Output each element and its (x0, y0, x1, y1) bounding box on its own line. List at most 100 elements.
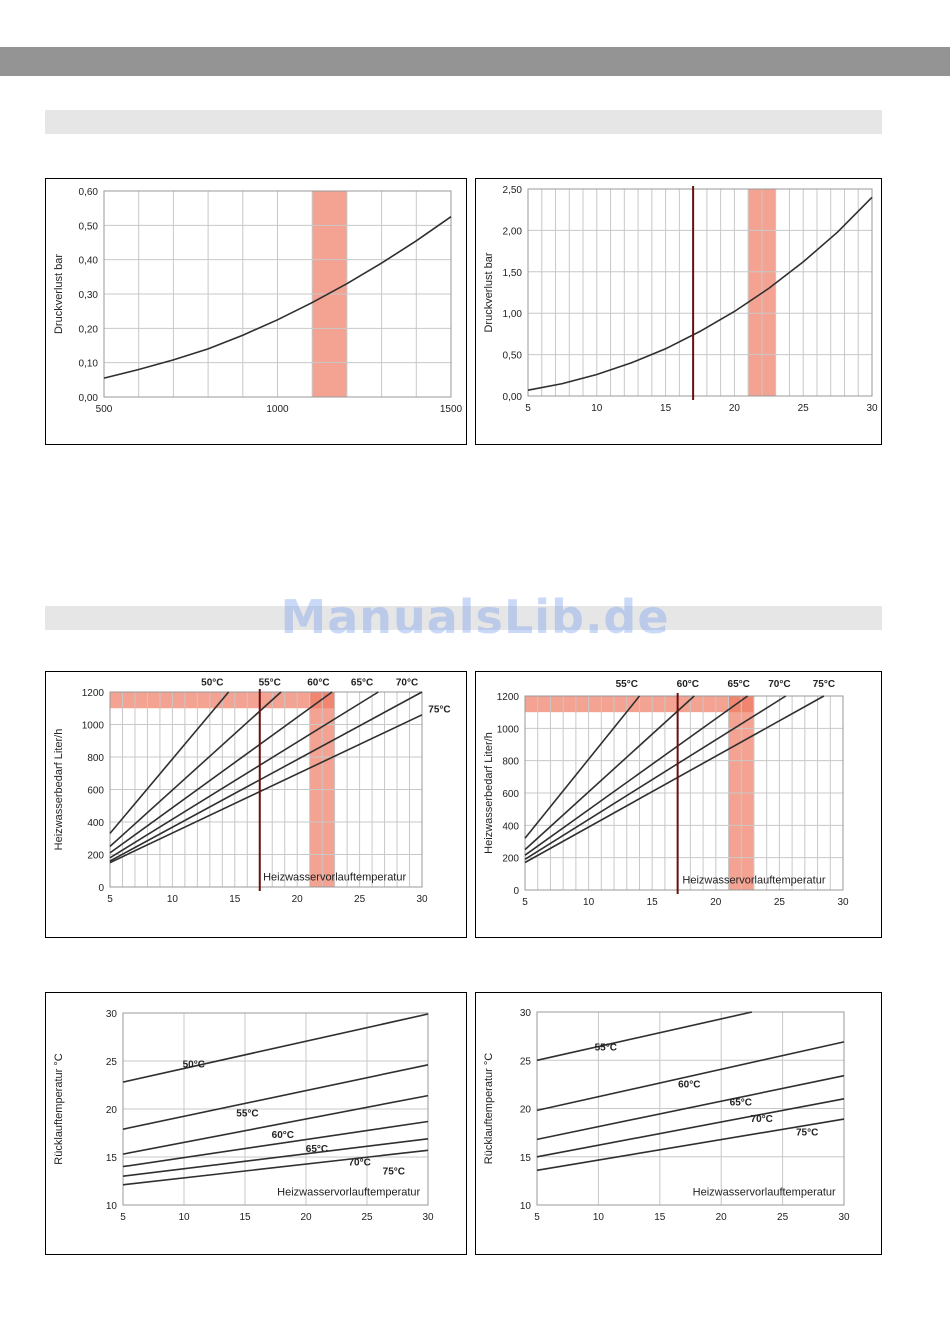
y-axis-label: Druckverlust bar (483, 252, 495, 332)
chart-panel-pressure-loss-flow: 500 1000 1500 0,00 0,10 0,20 0,30 0,40 0,50 0,60 D… (45, 178, 467, 445)
y-tick-label: 0,00 (79, 393, 99, 404)
section-band-top (45, 110, 882, 134)
x-axis-label: Heizwasservorlauftemperatur (682, 875, 825, 887)
y-axis-label: Druckverlust bar (53, 254, 65, 334)
x-tick-label: 30 (837, 897, 849, 908)
x-axis-label: Heizwasservorlauftemperatur (277, 1186, 420, 1198)
x-tick-label: 20 (716, 1212, 728, 1223)
x-tick-label: 1000 (266, 404, 289, 415)
series-line (122, 1120, 429, 1168)
series-label: 55°C (616, 679, 638, 690)
series-label: 50°C (201, 678, 223, 689)
y-tick-label: 0,00 (503, 392, 523, 403)
x-tick-label: 20 (292, 894, 304, 905)
x-tick-label: 15 (229, 894, 241, 905)
x-tick-label: 15 (239, 1212, 251, 1223)
chart-return-temperature-b: 5 10 15 20 25 301015202530Rücklauftemperatur … (483, 1008, 850, 1223)
y-tick-label: 1200 (497, 692, 520, 703)
plot-frame (527, 188, 873, 397)
y-tick-label: 0,60 (79, 187, 99, 198)
chart-pressure-loss-temperature: 5 10 15 20 25 30 0,00 0,50 1,00 1,50 2,00 2,50 Druck… (483, 185, 878, 414)
series-label: 70°C (768, 679, 790, 690)
x-tick-label: 5 (107, 894, 113, 905)
y-tick-label: 400 (87, 818, 104, 829)
series-label: 55°C (236, 1109, 258, 1120)
series-line (109, 691, 230, 834)
x-tick-label: 1500 (440, 404, 463, 415)
x-tick-label: 10 (167, 894, 179, 905)
y-tick-label: 25 (106, 1057, 118, 1068)
series-label: 55°C (595, 1043, 617, 1054)
x-tick-label: 20 (729, 403, 741, 414)
x-tick-label: 10 (583, 897, 595, 908)
series-line (524, 695, 749, 856)
series-label: 60°C (272, 1130, 294, 1141)
series-line (536, 1074, 845, 1141)
series-label: 70°C (349, 1158, 371, 1169)
y-tick-label: 200 (87, 851, 104, 862)
series-line (536, 1011, 753, 1062)
y-tick-label: 0,50 (503, 351, 523, 362)
x-tick-label: 5 (522, 897, 528, 908)
y-tick-label: 20 (520, 1105, 532, 1116)
chart-panel-return-temperature-a: 5 10 15 20 25 30 10 15 20 25 30 Rücklauftemperatur … (45, 992, 467, 1255)
x-tick-label: 10 (591, 403, 603, 414)
y-tick-label: 0,50 (79, 221, 99, 232)
x-tick-label: 25 (354, 894, 366, 905)
series-label: 50°C (183, 1060, 205, 1071)
x-tick-label: 15 (654, 1212, 666, 1223)
y-tick-label: 800 (87, 753, 104, 764)
y-tick-label: 30 (520, 1008, 532, 1019)
chart-panel-return-temperature-b: 5 10 15 20 25 30 10 15 20 25 30 Rücklauftemperatur … (475, 992, 882, 1255)
series-label: 60°C (677, 679, 699, 690)
y-tick-label: 0 (513, 886, 519, 897)
series-line (109, 691, 333, 854)
y-tick-label: 10 (106, 1201, 118, 1212)
x-tick-label: 10 (593, 1212, 605, 1223)
watermark: ManualsLib.de (280, 590, 670, 644)
series-line (536, 1118, 845, 1172)
series-label: 75°C (813, 679, 835, 690)
y-tick-label: 600 (502, 789, 519, 800)
series-label: 75°C (383, 1166, 405, 1177)
y-tick-label: 0,20 (79, 324, 99, 335)
x-tick-label: 30 (838, 1212, 850, 1223)
series-line (122, 1149, 429, 1186)
y-tick-label: 1,50 (503, 268, 523, 279)
y-axis-label: Heizwasserbedarf Liter/h (483, 732, 495, 854)
y-tick-label: 25 (520, 1056, 532, 1067)
series-line (109, 691, 379, 859)
chart-panel-water-demand-b: 5 10 15 20 25 30 0 200 400 600 800 1000 1200 Heizwass… (475, 671, 882, 938)
series-line (524, 695, 825, 864)
series-label: 70°C (396, 678, 418, 689)
series-line (536, 1041, 845, 1112)
series-label: 70°C (751, 1114, 773, 1125)
y-tick-label: 1200 (82, 688, 105, 699)
series-line (122, 1094, 429, 1155)
y-tick-label: 2,50 (503, 185, 523, 196)
x-tick-label: 5 (534, 1212, 540, 1223)
series-line (109, 714, 423, 864)
x-tick-label: 25 (774, 897, 786, 908)
x-axis-label: Heizwasservorlauftemperatur (693, 1186, 836, 1198)
plot-frame (122, 1012, 429, 1206)
y-tick-label: 200 (502, 854, 519, 865)
chart-pressure-loss-flow: 500 1000 1500 0,00 0,10 0,20 0,30 0,40 0,50 0,60 D… (53, 187, 463, 415)
header-bar (0, 47, 950, 76)
x-tick-label: 20 (710, 897, 722, 908)
series-line (536, 1098, 845, 1158)
x-tick-label: 30 (422, 1212, 434, 1223)
y-tick-label: 20 (106, 1105, 118, 1116)
series-line (524, 695, 787, 860)
y-tick-label: 600 (87, 786, 104, 797)
y-tick-label: 1,00 (503, 309, 523, 320)
series-line (122, 1138, 429, 1177)
y-tick-label: 0,10 (79, 359, 99, 370)
series-label: 65°C (351, 678, 373, 689)
chart-water-demand-a: 5 10 15 20 25 30 0 200 400 600 800 1000 1200 Heizwass… (53, 678, 451, 906)
x-tick-label: 30 (866, 403, 878, 414)
plot-frame (103, 190, 452, 398)
y-tick-label: 10 (520, 1201, 532, 1212)
y-tick-label: 400 (502, 821, 519, 832)
x-tick-label: 25 (361, 1212, 373, 1223)
